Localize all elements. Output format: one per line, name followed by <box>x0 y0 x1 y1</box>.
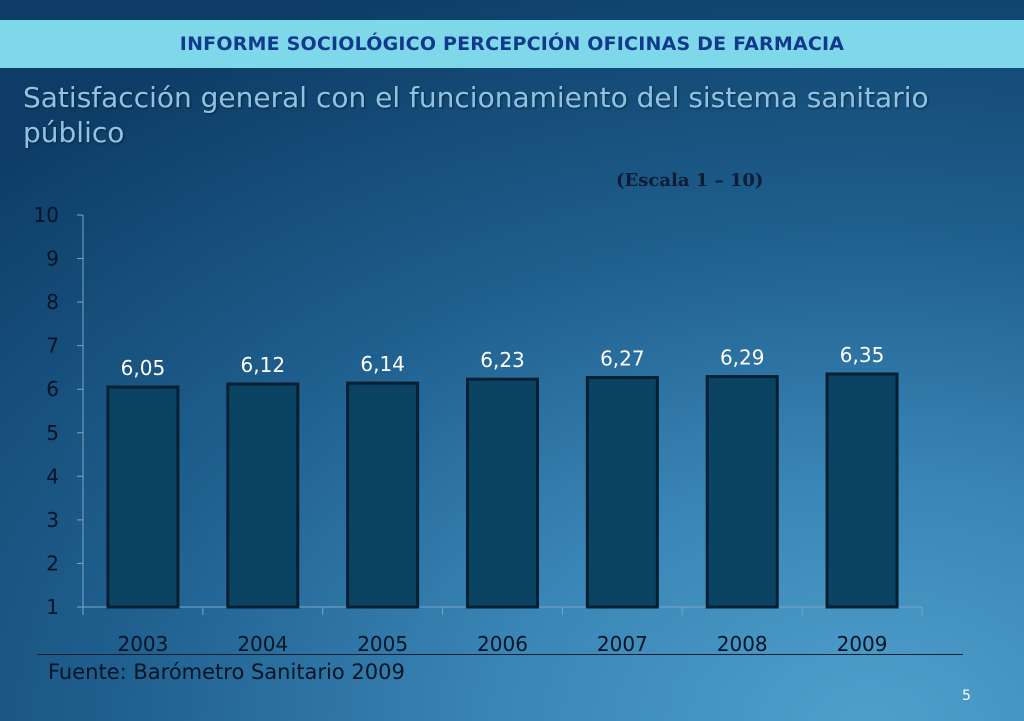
value-label-2009: 6,35 <box>840 343 885 367</box>
x-tick-label-2006: 2006 <box>477 632 528 656</box>
source-divider <box>38 654 963 655</box>
y-tick-label: 3 <box>46 508 59 532</box>
scale-note: (Escala 1 – 10) <box>616 170 764 191</box>
x-tick-label-2005: 2005 <box>357 632 408 656</box>
page-number: 5 <box>962 688 971 704</box>
y-tick-label: 2 <box>46 551 59 575</box>
value-label-2008: 6,29 <box>720 346 765 370</box>
value-label-2005: 6,14 <box>360 352 405 376</box>
bar-2006 <box>466 377 539 609</box>
y-tick-label: 1 <box>46 595 59 619</box>
bar-2007 <box>585 375 659 609</box>
y-tick-label: 4 <box>46 464 59 488</box>
value-label-2004: 6,12 <box>241 353 286 377</box>
slide-title: Satisfacción general con el funcionamien… <box>23 81 929 149</box>
x-tick-label-2003: 2003 <box>117 632 168 656</box>
source-note: Fuente: Barómetro Sanitario 2009 <box>48 660 405 684</box>
value-label-2003: 6,05 <box>121 356 166 380</box>
x-tick-label-2008: 2008 <box>717 632 768 656</box>
x-tick-label-2004: 2004 <box>237 632 288 656</box>
x-tick-label-2009: 2009 <box>837 632 888 656</box>
bar-2004 <box>226 382 300 609</box>
y-tick-label: 9 <box>46 247 59 271</box>
value-label-2006: 6,23 <box>480 348 525 372</box>
value-label-2007: 6,27 <box>600 346 645 370</box>
bar-2003 <box>106 385 180 609</box>
y-tick-label: 6 <box>46 377 59 401</box>
y-tick-label: 7 <box>46 334 59 358</box>
y-tick-label: 8 <box>46 290 59 314</box>
bar-2009 <box>825 372 899 609</box>
bar-2008 <box>705 375 779 609</box>
y-tick-label: 10 <box>34 203 59 227</box>
x-tick-label-2007: 2007 <box>597 632 648 656</box>
y-tick-label: 5 <box>46 421 59 445</box>
bar-2005 <box>346 381 420 609</box>
header-band: INFORME SOCIOLÓGICO PERCEPCIÓN OFICINAS … <box>0 20 1024 68</box>
header-title: INFORME SOCIOLÓGICO PERCEPCIÓN OFICINAS … <box>179 33 845 55</box>
